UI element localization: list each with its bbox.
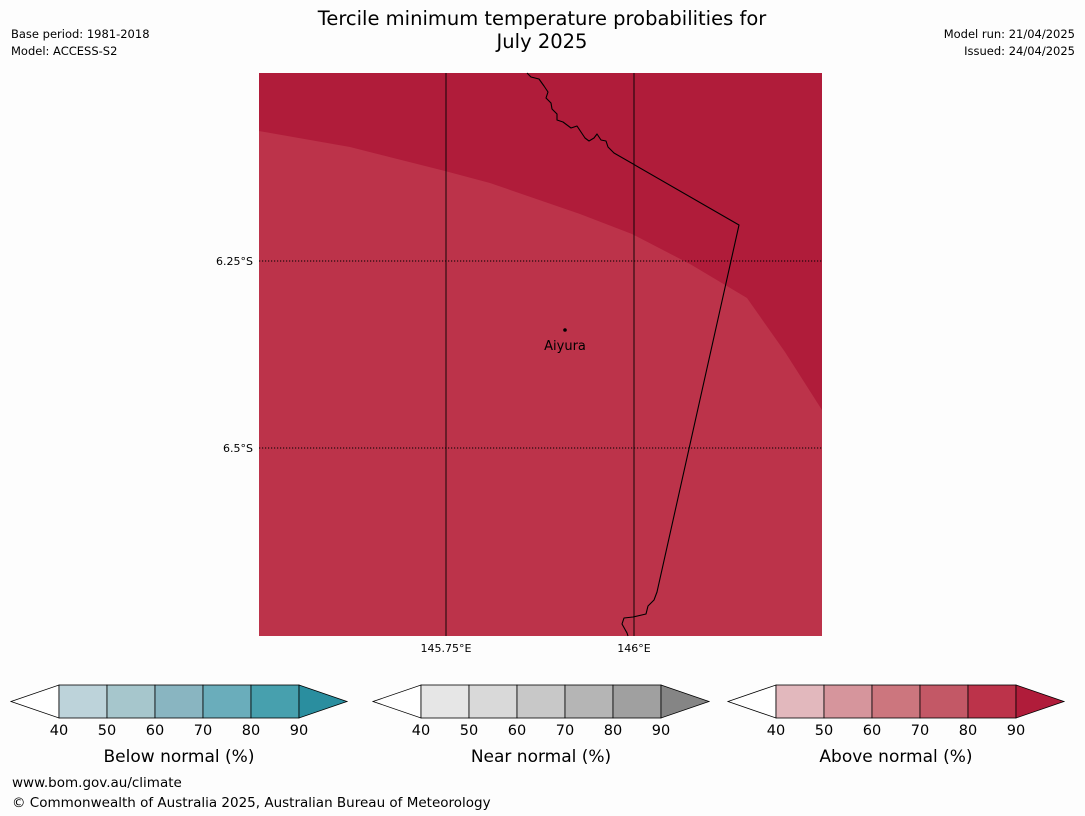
colorbar-segment: [919, 684, 969, 719]
colorbar-segment: [516, 684, 566, 719]
colorbar-segment: [58, 684, 108, 719]
map-title-line1: Tercile minimum temperature probabilitie…: [317, 7, 767, 30]
model-run-text: Model run: 21/04/2025: [943, 27, 1075, 41]
colorbar-extend-low: [371, 684, 422, 719]
colorbar-tick-label: 90: [290, 723, 308, 739]
colorbar-tick-label: 40: [50, 723, 68, 739]
colorbar-tick-label: 80: [242, 723, 260, 739]
colorbar-tick-label: 90: [652, 723, 670, 739]
colorbar-extend-high: [1015, 684, 1066, 719]
colorbar-tick-label: 50: [98, 723, 116, 739]
lat-label-6-5: 6.5°S: [223, 442, 253, 455]
colorbar-segment: [775, 684, 825, 719]
footer-url: www.bom.gov.au/climate: [12, 775, 182, 791]
model-text: Model: ACCESS-S2: [11, 44, 118, 58]
colorbar-segment: [564, 684, 614, 719]
colorbar-segment: [468, 684, 518, 719]
colorbar-tick-label: 70: [911, 723, 929, 739]
colorbar-title: Near normal (%): [471, 747, 611, 767]
colorbar-tick-label: 70: [194, 723, 212, 739]
colorbar-extend-low: [726, 684, 777, 719]
issued-text: Issued: 24/04/2025: [964, 44, 1075, 58]
graticule: [259, 73, 822, 636]
colorbar-title: Below normal (%): [104, 747, 255, 767]
colorbar-tick-label: 50: [460, 723, 478, 739]
colorbar-segment: [106, 684, 156, 719]
map-title: Tercile minimum temperature probabilitie…: [242, 7, 842, 53]
colorbar-title: Above normal (%): [819, 747, 972, 767]
colorbar-segment: [823, 684, 873, 719]
colorbar-segment: [202, 684, 252, 719]
lat-label-6-25: 6.25°S: [216, 255, 253, 268]
map-title-line2: July 2025: [496, 30, 588, 53]
colorbar-above-normal: 40 50 60 70 80 90 Above normal (%): [726, 684, 1066, 767]
colorbar-tick-label: 80: [604, 723, 622, 739]
colorbar-tick-label: 40: [767, 723, 785, 739]
colorbars: 40 50 60 70 80 90 Below normal (%) 40 50 60 70 80 90…: [9, 684, 1066, 767]
colorbar-extend-high: [298, 684, 349, 719]
meta-right: Model run: 21/04/2025 Issued: 24/04/2025: [944, 26, 1075, 60]
place-label-aiyura: Aiyura: [544, 339, 586, 354]
colorbar-tick-label: 60: [863, 723, 881, 739]
colorbar-tick-label: 70: [556, 723, 574, 739]
colorbar-tick-label: 80: [959, 723, 977, 739]
meta-left: Base period: 1981-2018 Model: ACCESS-S2: [11, 26, 150, 60]
base-period-text: Base period: 1981-2018: [11, 27, 150, 41]
colorbar-tick-label: 60: [146, 723, 164, 739]
border-line: [526, 72, 740, 637]
colorbar-segment: [612, 684, 662, 719]
colorbar-tick-label: 50: [815, 723, 833, 739]
colorbar-extend-low: [9, 684, 60, 719]
colorbar-segment: [871, 684, 921, 719]
colorbar-extend-high: [660, 684, 711, 719]
place-marker-aiyura: [563, 328, 567, 332]
lon-label-145-75: 145.75°E: [421, 642, 472, 655]
colorbar-tick-label: 60: [508, 723, 526, 739]
region-above-80: [259, 131, 822, 636]
colorbar-near-normal: 40 50 60 70 80 90 Near normal (%): [371, 684, 711, 767]
colorbar-tick-label: 90: [1007, 723, 1025, 739]
map-panel: Aiyura: [259, 72, 822, 637]
lon-label-146: 146°E: [617, 642, 650, 655]
colorbar-segment: [154, 684, 204, 719]
colorbar-below-normal: 40 50 60 70 80 90 Below normal (%): [9, 684, 349, 767]
colorbar-segment: [420, 684, 470, 719]
colorbar-segment: [967, 684, 1017, 719]
footer-copyright: © Commonwealth of Australia 2025, Austra…: [12, 795, 491, 811]
colorbar-segment: [250, 684, 300, 719]
colorbar-tick-label: 40: [412, 723, 430, 739]
